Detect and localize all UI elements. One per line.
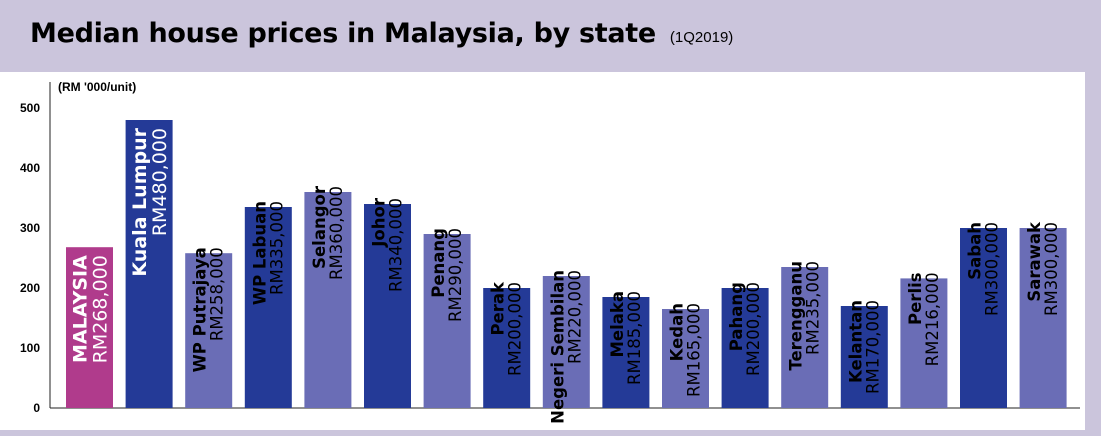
value-label: RM235,000 [804,261,823,355]
category-label: Kelantan [846,300,865,383]
value-label: RM268,000 [90,255,112,363]
category-label: Negeri Sembilan [548,270,567,424]
bar [840,306,888,408]
value-label: RM258,000 [208,247,227,341]
value-label: RM165,000 [685,303,704,397]
value-label: RM340,000 [387,198,406,292]
bar [304,192,352,408]
y-tick-label: 400 [20,161,40,175]
bar [542,276,590,408]
y-tick-label: 0 [33,401,40,415]
bar [483,288,531,408]
category-label: WP Putrajaya [191,247,210,372]
bar [602,297,650,408]
bar [185,253,233,408]
bar [900,278,948,408]
category-label: Melaka [608,291,627,358]
bar [721,288,769,408]
category-label: Johor [370,197,389,248]
category-label: Selangor [310,185,329,269]
chart-title-row: Median house prices in Malaysia, by stat… [30,18,733,49]
category-label: Sabah [966,222,985,280]
category-label: Sarawak [1025,221,1044,302]
value-label: RM200,000 [744,282,763,376]
chart-subtitle: (1Q2019) [669,29,734,46]
bar [364,204,411,408]
bar-chart: (RM '000/unit)0100200300400500MALAYSIARM… [20,80,1080,424]
chart-panel: (RM '000/unit) 0 100 200 300 400 500 MALAYSIA RM… [0,72,1085,430]
bar [781,267,829,408]
y-unit-label: (RM '000/unit) [58,80,136,94]
bar [662,309,709,408]
value-label: RM200,000 [506,282,525,376]
bar [1019,228,1067,408]
bar [125,120,173,408]
y-tick-label: 100 [20,341,40,355]
category-label: Perak [489,281,508,336]
value-label: RM300,000 [983,222,1002,316]
category-label: MALAYSIA [70,255,92,363]
value-label: RM216,000 [923,272,942,366]
value-label: RM300,000 [1042,222,1061,316]
value-label: RM335,000 [267,201,286,295]
category-label: Kedah [668,303,687,361]
bar [960,228,1007,408]
value-label: RM290,000 [446,228,465,322]
value-label: RM220,000 [565,270,584,364]
category-label: Kuala Lumpur [129,127,151,276]
y-tick-label: 200 [20,281,40,295]
value-label: RM170,000 [863,300,882,394]
value-label: RM185,000 [625,291,644,385]
category-label: Perlis [906,272,925,325]
category-label: Penang [429,228,448,298]
value-label: RM480,000 [149,128,171,236]
value-label: RM360,000 [327,186,346,280]
y-tick-label: 500 [20,101,40,115]
bar [66,247,113,408]
category-label: WP Labuan [250,201,269,305]
y-tick-label: 300 [20,221,40,235]
category-label: Pahang [727,282,746,351]
chart-title: Median house prices in Malaysia, by stat… [30,18,656,49]
bar [244,207,292,408]
bar [423,234,471,408]
category-label: Terengganu [787,261,806,371]
